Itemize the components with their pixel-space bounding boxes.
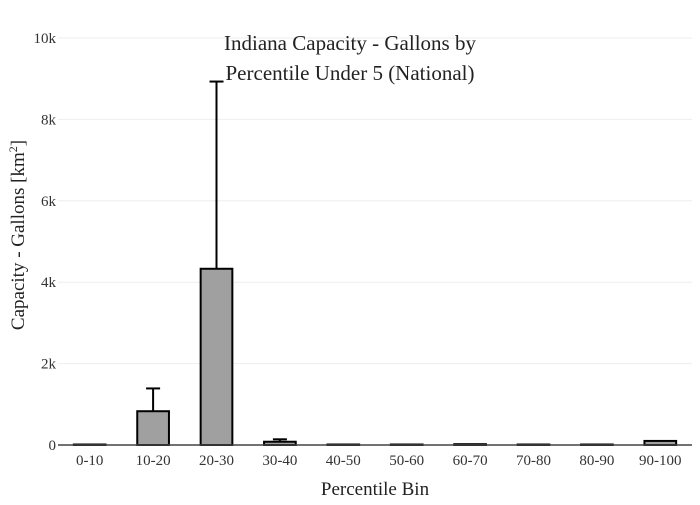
y-tick-label: 10k xyxy=(34,31,57,47)
chart-title-line-2: Percentile Under 5 (National) xyxy=(226,61,475,85)
y-tick-label: 4k xyxy=(41,275,57,291)
x-tick-label: 90-100 xyxy=(639,453,682,469)
x-tick-label: 30-40 xyxy=(262,453,297,469)
y-tick-label: 8k xyxy=(41,112,57,128)
y-tick-label: 6k xyxy=(41,194,57,210)
bar-10-20 xyxy=(136,410,170,446)
x-tick-label: 40-50 xyxy=(326,453,361,469)
x-tick-labels: 0-10 10-20 20-30 30-40 40-50 50-60 60-70 70-80 8… xyxy=(76,453,682,469)
gridlines xyxy=(58,37,692,365)
error-bar-20-30 xyxy=(209,80,224,269)
y-tick-label: 0 xyxy=(49,438,57,454)
bar-20-30 xyxy=(199,267,234,447)
x-axis-title: Percentile Bin xyxy=(321,479,430,500)
x-tick-label: 20-30 xyxy=(199,453,234,469)
error-bar-30-40 xyxy=(272,438,287,442)
x-tick-label: 70-80 xyxy=(516,453,551,469)
x-tick-label: 80-90 xyxy=(579,453,614,469)
x-tick-label: 10-20 xyxy=(136,453,171,469)
y-tick-labels: 0 2k 4k 6k 8k 10k xyxy=(34,31,57,454)
x-tick-label: 0-10 xyxy=(76,453,104,469)
error-bars xyxy=(146,80,287,442)
y-axis-title: Capacity - Gallons [km2] xyxy=(6,140,29,330)
y-tick-label: 2k xyxy=(41,357,57,373)
error-bar-10-20 xyxy=(146,387,161,412)
x-tick-label: 50-60 xyxy=(389,453,424,469)
y-axis-title-main: Capacity - Gallons [km xyxy=(8,152,29,330)
y-axis-title-superscript: 2 xyxy=(6,146,20,152)
x-tick-label: 60-70 xyxy=(453,453,488,469)
bars xyxy=(72,267,678,447)
y-axis-title-end: ] xyxy=(8,140,29,146)
chart-title-line-1: Indiana Capacity - Gallons by xyxy=(224,31,476,55)
